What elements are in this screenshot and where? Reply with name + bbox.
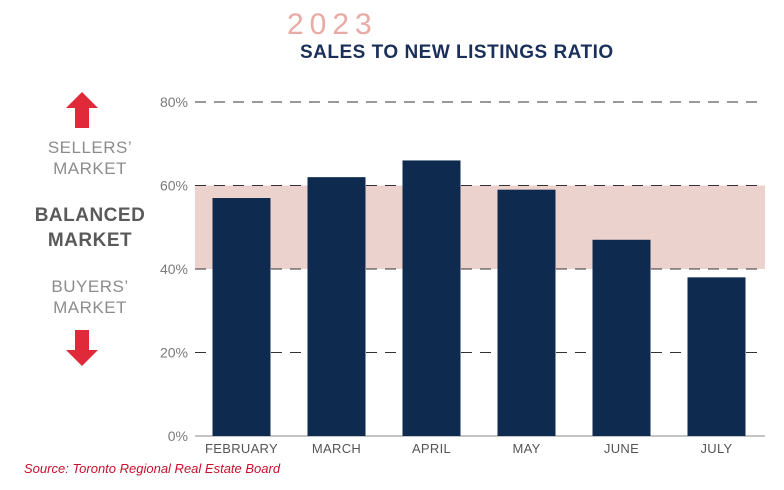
chart-year: 2023: [287, 8, 378, 41]
y-tick-label: 0%: [168, 428, 188, 444]
sellers-line-2: MARKET: [53, 159, 127, 178]
y-tick-label: 20%: [160, 345, 188, 361]
balanced-band: [195, 185, 765, 269]
buyers-market-label: BUYERS’ MARKET: [15, 276, 165, 318]
x-tick-label: APRIL: [412, 441, 451, 456]
arrow-down-icon: [66, 330, 98, 366]
balanced-market-label: BALANCED MARKET: [15, 203, 165, 253]
chart-title: SALES TO NEW LISTINGS RATIO: [300, 42, 614, 63]
x-tick-label: MAY: [512, 441, 540, 456]
source-note: Source: Toronto Regional Real Estate Boa…: [24, 461, 281, 476]
balanced-line-2: MARKET: [47, 230, 133, 251]
buyers-line-1: BUYERS’: [51, 277, 129, 296]
bar: [592, 239, 651, 436]
arrow-up-icon: [66, 92, 98, 128]
y-tick-label: 60%: [160, 178, 188, 194]
bar: [402, 160, 461, 436]
y-tick-label: 80%: [160, 94, 188, 110]
bar: [497, 189, 556, 436]
y-tick-label: 40%: [160, 261, 188, 277]
x-tick-label: JULY: [700, 441, 732, 456]
x-tick-label: FEBRUARY: [205, 441, 278, 456]
bar: [687, 277, 746, 436]
bar: [212, 198, 271, 436]
x-tick-label: MARCH: [312, 441, 361, 456]
x-tick-label: JUNE: [604, 441, 639, 456]
sellers-line-1: SELLERS’: [47, 138, 133, 157]
bar: [307, 177, 366, 436]
balanced-line-1: BALANCED: [34, 205, 146, 226]
sellers-market-label: SELLERS’ MARKET: [15, 137, 165, 179]
buyers-line-2: MARKET: [53, 298, 127, 317]
